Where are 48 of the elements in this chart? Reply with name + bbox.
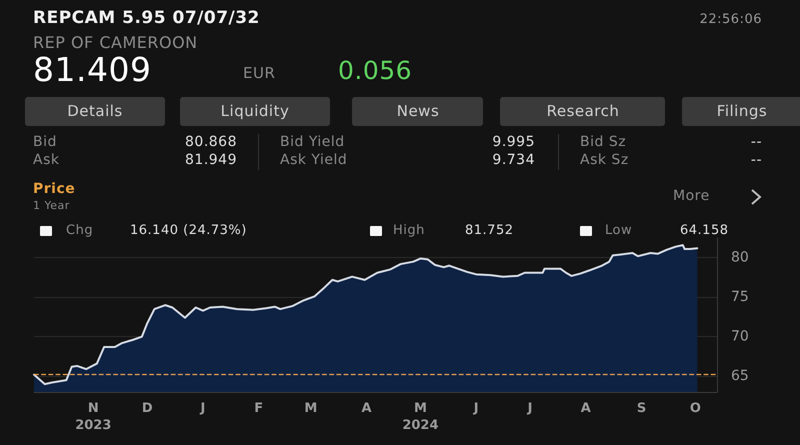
chart-title: REPCAM 5.95 07/07/32	[33, 8, 260, 28]
x-tick-label: N 2023	[75, 401, 112, 433]
x-tick-label: M	[304, 401, 318, 416]
text: Details	[67, 102, 123, 120]
text: Bid Yield	[280, 134, 345, 151]
x-tick-label: O	[690, 401, 701, 416]
text: 80.868	[185, 134, 237, 151]
text: 9.995	[492, 134, 535, 151]
annotation: 16.140 (24.73%)	[130, 223, 247, 239]
annotation: High	[393, 223, 425, 239]
text: EUR	[243, 64, 276, 82]
text: Research	[546, 102, 620, 120]
y-tick-label: 75	[731, 289, 749, 306]
annotation: 64.158	[680, 223, 728, 239]
x-tick-label: S	[636, 401, 646, 416]
annotation: Low	[605, 223, 632, 239]
x-tick-label: F	[254, 401, 264, 416]
text: 22:56:06	[700, 12, 762, 28]
x-tick-label: A	[580, 401, 591, 416]
text: --	[750, 152, 762, 169]
text: Liquidity	[220, 102, 290, 120]
x-tick-label: J	[200, 401, 206, 416]
annotation: Chg	[66, 223, 94, 239]
text: Bid	[33, 134, 57, 151]
annotation: 81.752	[465, 223, 514, 239]
text: Bid Sz	[580, 134, 626, 151]
text: More	[673, 188, 710, 205]
text: News	[396, 102, 440, 120]
y-tick-label: 65	[731, 368, 749, 384]
text: 9.734	[492, 152, 535, 169]
text: 0.056	[338, 56, 412, 86]
text: 1 Year	[33, 199, 70, 212]
chart-subtitle: REP OF CAMEROON	[33, 33, 198, 52]
x-tick-label: J	[472, 401, 479, 416]
text: Ask	[33, 152, 60, 169]
text: Price	[33, 181, 76, 198]
text: 81.409	[33, 50, 152, 90]
x-tick-label: A	[361, 401, 372, 416]
text: Ask Sz	[580, 152, 629, 169]
text: --	[750, 134, 762, 151]
text: 81.949	[185, 152, 237, 169]
y-tick-label: 70	[731, 328, 749, 345]
text: Filings	[716, 102, 768, 120]
x-tick-label: J	[526, 401, 532, 416]
x-tick-label: M 2024	[402, 401, 439, 433]
y-tick-label: 80	[731, 250, 749, 266]
x-tick-label: D	[142, 401, 153, 416]
text: Ask Yield	[280, 152, 348, 169]
